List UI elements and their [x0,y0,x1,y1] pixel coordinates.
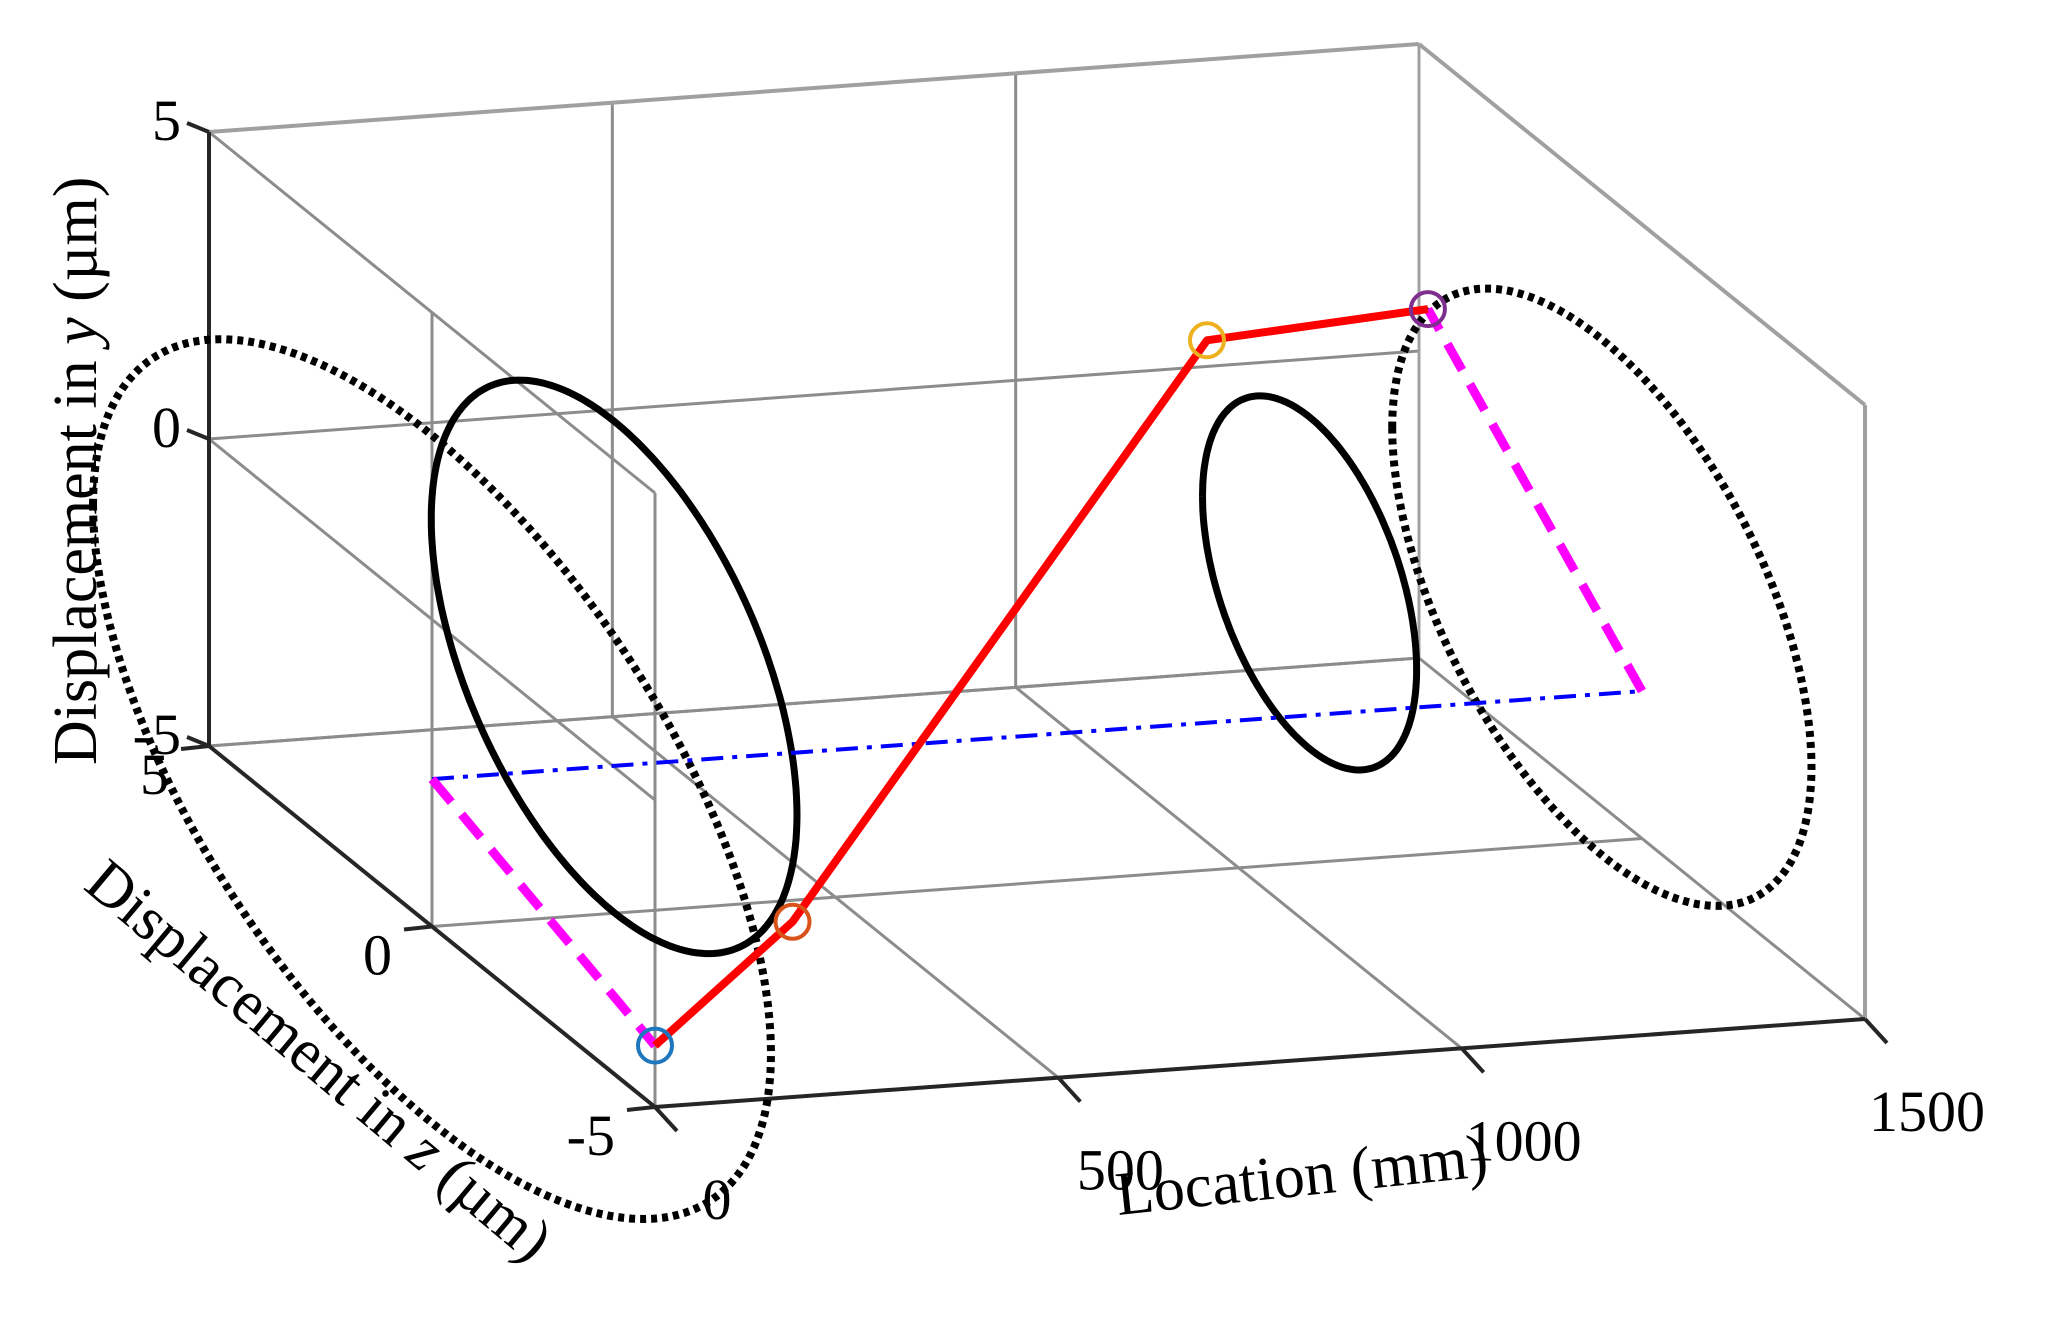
x-tick [1460,1046,1486,1074]
centerline [431,689,1643,782]
x-tick [1863,1017,1889,1045]
y-axis-title: Displacement in y (µm) [42,177,110,765]
tick-labels: 0 500 1000 1500-505-505 [133,88,1985,1232]
x-tick-label: 0 [703,1167,732,1232]
y-tick-label: -5 [133,702,181,767]
x-tick-label: 500 [1077,1138,1164,1203]
x-tick-label: 1000 [1466,1108,1582,1173]
box-edge [1417,42,1867,407]
grid-line [208,130,656,495]
orbit-1500 [1388,284,1816,910]
z-tick [403,924,433,932]
grid-line [208,349,1420,441]
deflection [652,305,1429,1049]
magenta-right [1423,306,1646,694]
x-axis-line [654,1017,1866,1109]
x-tick-label: 1500 [1869,1079,1985,1144]
x-tick [1056,1076,1082,1104]
marker-2 [1187,321,1226,360]
magenta-left [428,776,659,1049]
z-tick-label: -5 [567,1103,615,1168]
x-axis-title: Location (mm) [1112,1122,1491,1229]
orbit-0 [89,335,775,1223]
box-edge [208,42,1420,134]
x-tick [653,1105,679,1133]
grid [180,42,1889,1133]
orbit-1110 [1199,392,1421,774]
marker-1 [773,902,812,941]
y-tick-label: 0 [152,395,181,460]
y-tick [186,428,210,441]
y-tick-label: 5 [152,88,181,153]
orbit-270 [427,376,801,958]
grid-line [431,837,1643,928]
plot-lines [89,284,1816,1223]
y-tick [186,121,210,134]
z-axis-title: Displacement in z (µm) [73,847,565,1275]
marker-3 [1408,290,1447,329]
grid-line [208,437,656,802]
grid-line [208,656,1420,748]
marker-0 [636,1026,674,1065]
z-tick [180,744,210,751]
z-tick-label: 0 [363,923,392,988]
z-tick-label: 5 [140,742,169,807]
z-tick [626,1105,656,1112]
